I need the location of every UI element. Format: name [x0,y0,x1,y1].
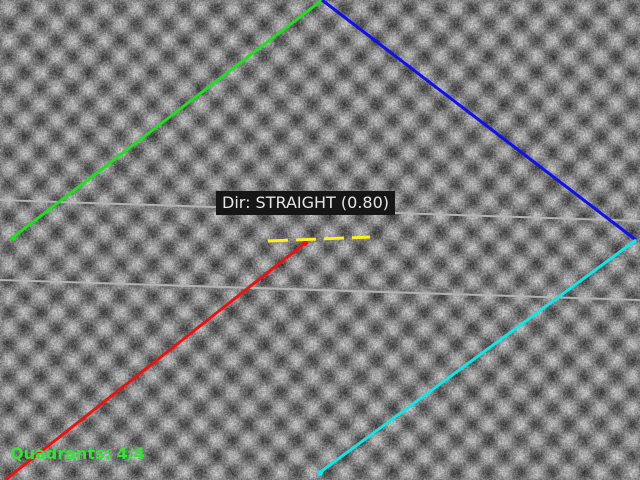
quadrant-count-readout: Quadrants: 4/4 [10,443,145,465]
horizon-line-lower [0,279,640,301]
lane-line-bottom-right [318,238,637,475]
direction-readout: Dir: STRAIGHT (0.80) [216,191,395,215]
direction-text: Dir: STRAIGHT (0.80) [222,193,389,212]
lane-line-bottom-left [4,241,306,480]
heading-marker [267,235,371,243]
lane-endpoint-bottom-left [302,240,308,246]
lane-endpoint-top-left [10,235,16,241]
quadrant-count-text: Quadrants: 4/4 [10,444,145,463]
lane-line-top-left [11,0,323,240]
lane-line-top-right [321,0,637,242]
lane-endpoint-bottom-right [317,470,323,476]
